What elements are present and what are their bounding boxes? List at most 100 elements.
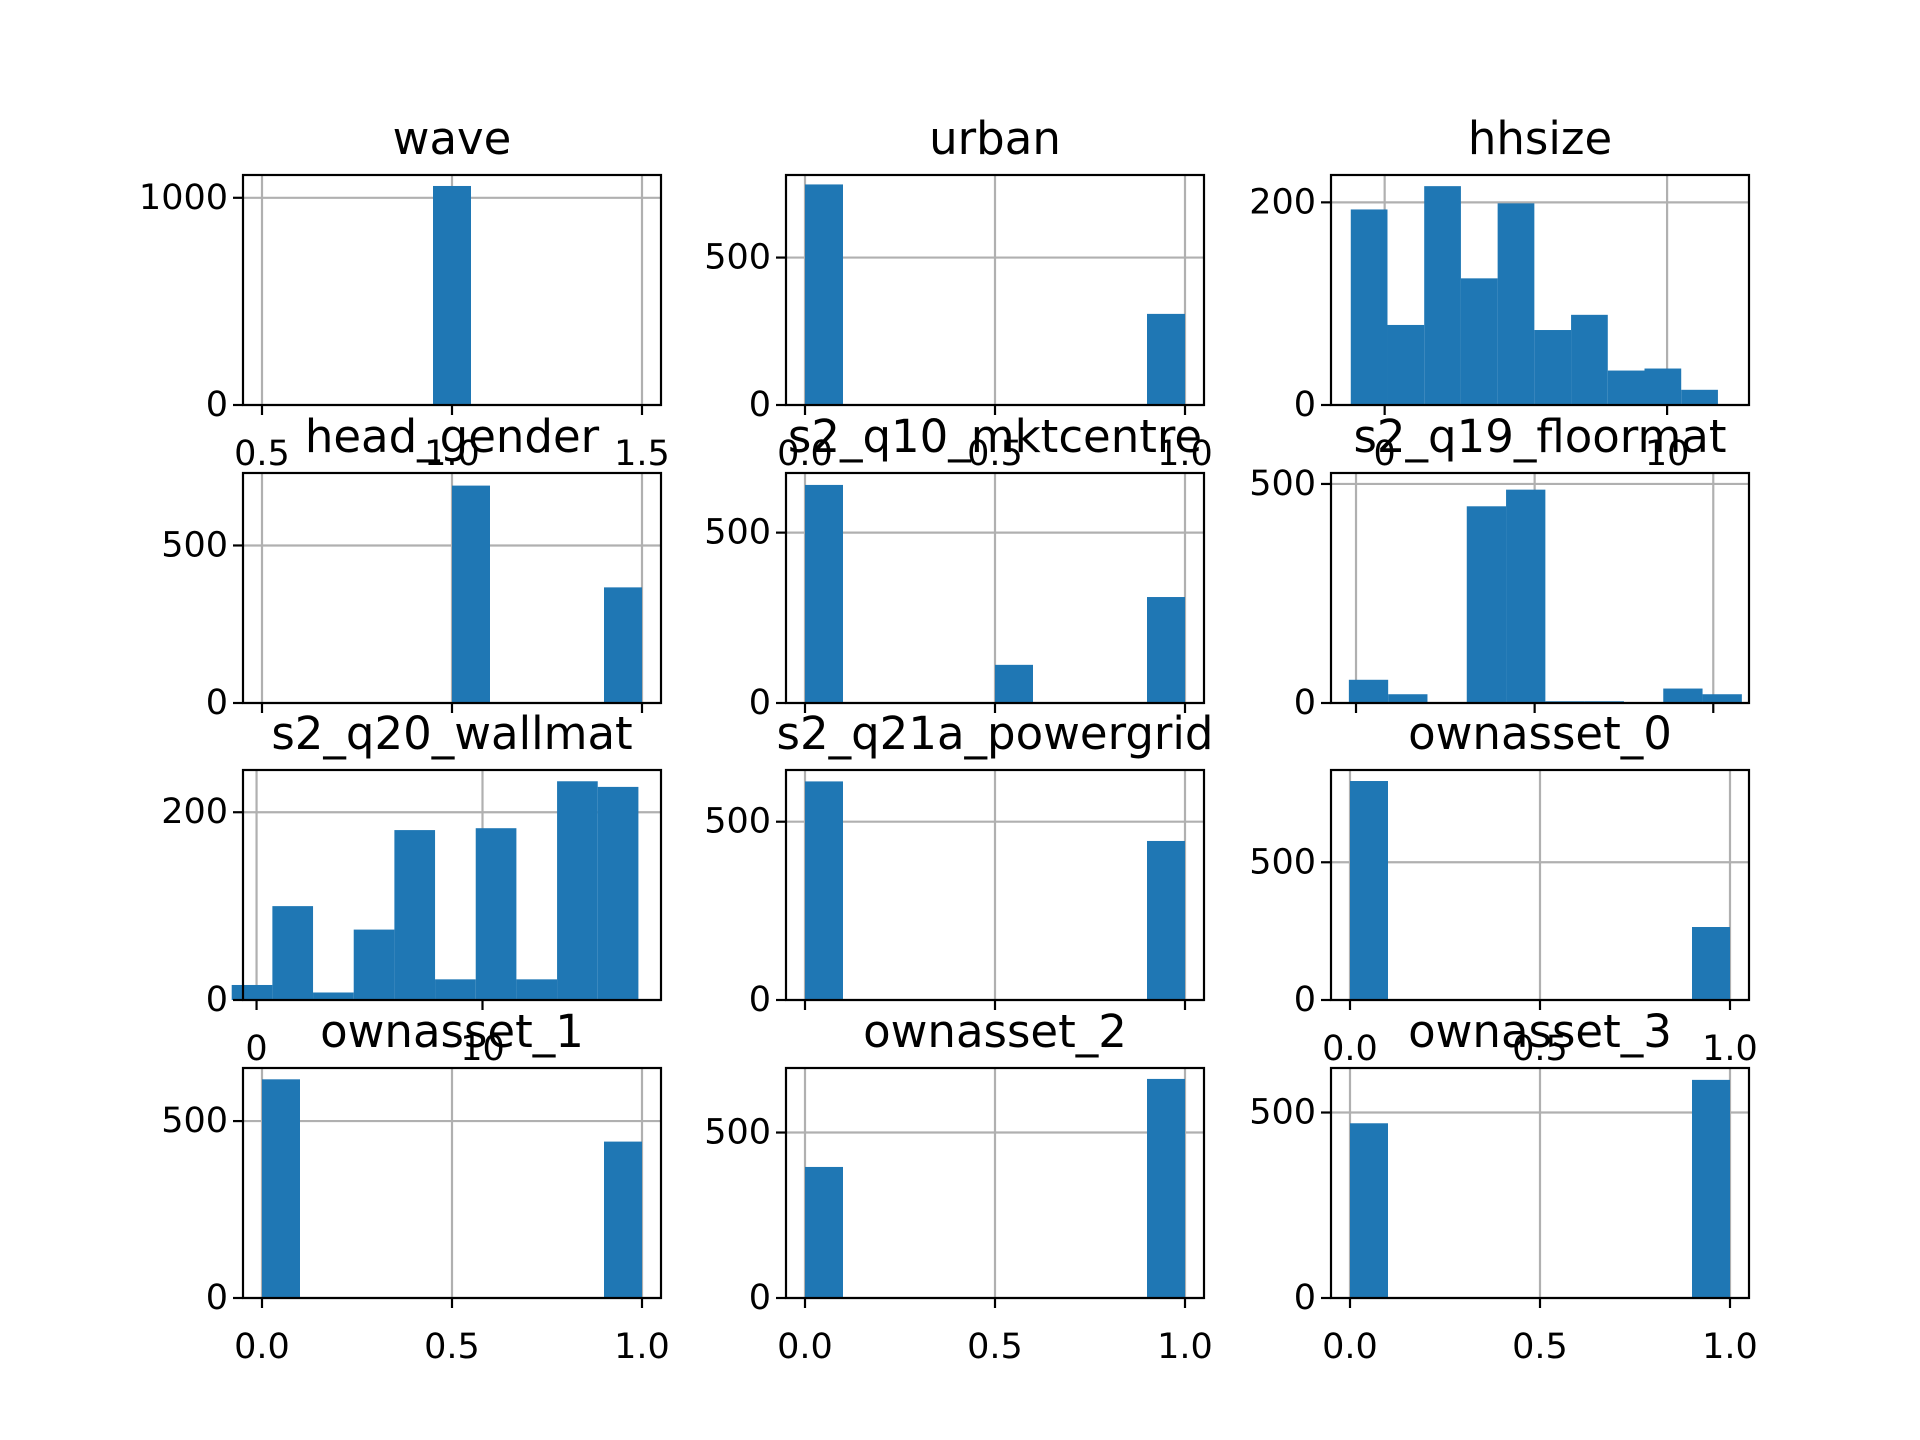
x-tick-label: 1.0 [1702, 1029, 1758, 1069]
histogram-bar [272, 906, 314, 1000]
x-tick-label: 0.0 [234, 1327, 290, 1367]
histogram-bar [597, 786, 639, 1000]
histogram-bar [433, 185, 471, 405]
subplot-title: urban [929, 112, 1061, 165]
histogram-bar [394, 830, 436, 1000]
histogram-bar [604, 1141, 642, 1298]
histogram-bar [1147, 1078, 1185, 1298]
y-tick-label: 0 [206, 1278, 228, 1318]
y-tick-label: 0 [749, 385, 771, 425]
x-tick-label: 1.0 [614, 1327, 670, 1367]
histogram-bar [1702, 694, 1742, 703]
x-tick-label: 0 [1374, 434, 1396, 474]
subplot-9: 0 500 0.0 0.5 1.0 ownasset_1 [161, 1005, 670, 1367]
axes-frame [1329, 471, 1751, 705]
x-tick-label: 1.0 [424, 434, 480, 474]
histogram-bar [516, 979, 558, 1000]
y-tick-label: 500 [161, 525, 228, 565]
y-tick-label: 0 [206, 980, 228, 1020]
x-tick-label: 0.5 [1512, 1327, 1568, 1367]
y-tick-label: 0 [1294, 1278, 1316, 1318]
y-tick-label: 500 [704, 802, 771, 842]
y-tick-label: 500 [1249, 1093, 1316, 1133]
histogram-bar [1348, 679, 1389, 703]
histogram-bar [557, 781, 598, 1000]
subplot-title: ownasset_0 [1408, 707, 1672, 760]
histogram-bar [1466, 506, 1507, 703]
x-tick-label: 0.0 [777, 434, 833, 474]
x-tick-label: 1.5 [614, 434, 670, 474]
y-tick-label: 200 [161, 792, 228, 832]
subplot-title: s2_q10_mktcentre [788, 410, 1202, 463]
histogram-bar [604, 587, 642, 703]
y-tick-label: 0 [749, 683, 771, 723]
subplot-2: 0 200 0 10 hhsize [1249, 112, 1751, 474]
subplot-title: s2_q20_wallmat [271, 707, 632, 760]
y-tick-label: 500 [1249, 842, 1316, 882]
histogram-bar [805, 781, 843, 1000]
histogram-bar [805, 1166, 843, 1298]
subplot-8: 0 500 0.0 0.5 1.0 ownasset_0 [1249, 707, 1758, 1069]
axes-frame [241, 768, 663, 1002]
histogram-bar [353, 929, 395, 1000]
subplot-title: ownasset_2 [863, 1005, 1127, 1058]
histogram-bar [231, 984, 273, 1000]
histogram-bar [435, 979, 476, 1000]
subplot-title: ownasset_1 [320, 1005, 584, 1058]
axes-frame [1329, 173, 1751, 407]
x-tick-label: 1.0 [1702, 1327, 1758, 1367]
y-tick-label: 200 [1249, 182, 1316, 222]
histogram-bar [1147, 597, 1185, 703]
y-tick-label: 0 [749, 1278, 771, 1318]
x-tick-label: 0.5 [967, 434, 1023, 474]
y-tick-label: 500 [704, 513, 771, 553]
x-tick-label: 0.5 [424, 1327, 480, 1367]
histogram-bar [452, 485, 490, 703]
histogram-bar [1607, 370, 1645, 405]
x-tick-label: 1.0 [1157, 434, 1213, 474]
histogram-bar [262, 1079, 300, 1298]
histogram-bar [1534, 330, 1572, 405]
histogram-bar [1350, 209, 1388, 405]
histogram-bar [1681, 389, 1718, 405]
histogram-bar [1350, 1123, 1388, 1298]
histogram-bar [1424, 186, 1461, 405]
histogram-bar [805, 484, 843, 703]
subplot-3: 0 500 head_gender [161, 410, 663, 723]
y-tick-label: 0 [1294, 980, 1316, 1020]
subplot-7: 0 500 s2_q21a_powergrid [704, 707, 1213, 1020]
histogram-bar [1497, 203, 1535, 405]
histogram-bar [1350, 781, 1388, 1000]
histogram-bar [475, 828, 517, 1000]
x-tick-label: 0.5 [1512, 1029, 1568, 1069]
subplot-5: 0 500 s2_q19_floormat [1249, 410, 1751, 723]
x-tick-label: 10 [460, 1029, 505, 1069]
histogram-bar [1506, 489, 1546, 703]
histogram-bar [1644, 368, 1682, 405]
histogram-bar [995, 664, 1033, 703]
subplot-title: hhsize [1468, 112, 1612, 165]
subplot-4: 0 500 s2_q10_mktcentre [704, 410, 1206, 723]
histogram-bar [1388, 694, 1428, 703]
histogram-bar [1460, 278, 1498, 405]
histogram-bar [805, 184, 843, 405]
y-tick-label: 500 [1249, 464, 1316, 504]
x-tick-label: 1.0 [1157, 1327, 1213, 1367]
y-tick-label: 0 [1294, 683, 1316, 723]
histogram-bar [1692, 1079, 1730, 1298]
histogram-bar [1571, 314, 1608, 405]
subplot-10: 0 500 0.0 0.5 1.0 ownasset_2 [704, 1005, 1213, 1367]
subplot-title: s2_q21a_powergrid [777, 707, 1214, 760]
y-tick-label: 0 [206, 683, 228, 723]
x-tick-label: 0.0 [1322, 1327, 1378, 1367]
histogram-bar [1147, 840, 1185, 1000]
histogram-bar [1692, 927, 1730, 1000]
subplot-title: s2_q19_floormat [1353, 410, 1726, 463]
x-tick-label: 0.0 [1322, 1029, 1378, 1069]
histogram-bar [313, 992, 354, 1000]
y-tick-label: 0 [1294, 385, 1316, 425]
x-tick-label: 0.5 [967, 1327, 1023, 1367]
y-tick-label: 500 [704, 1113, 771, 1153]
